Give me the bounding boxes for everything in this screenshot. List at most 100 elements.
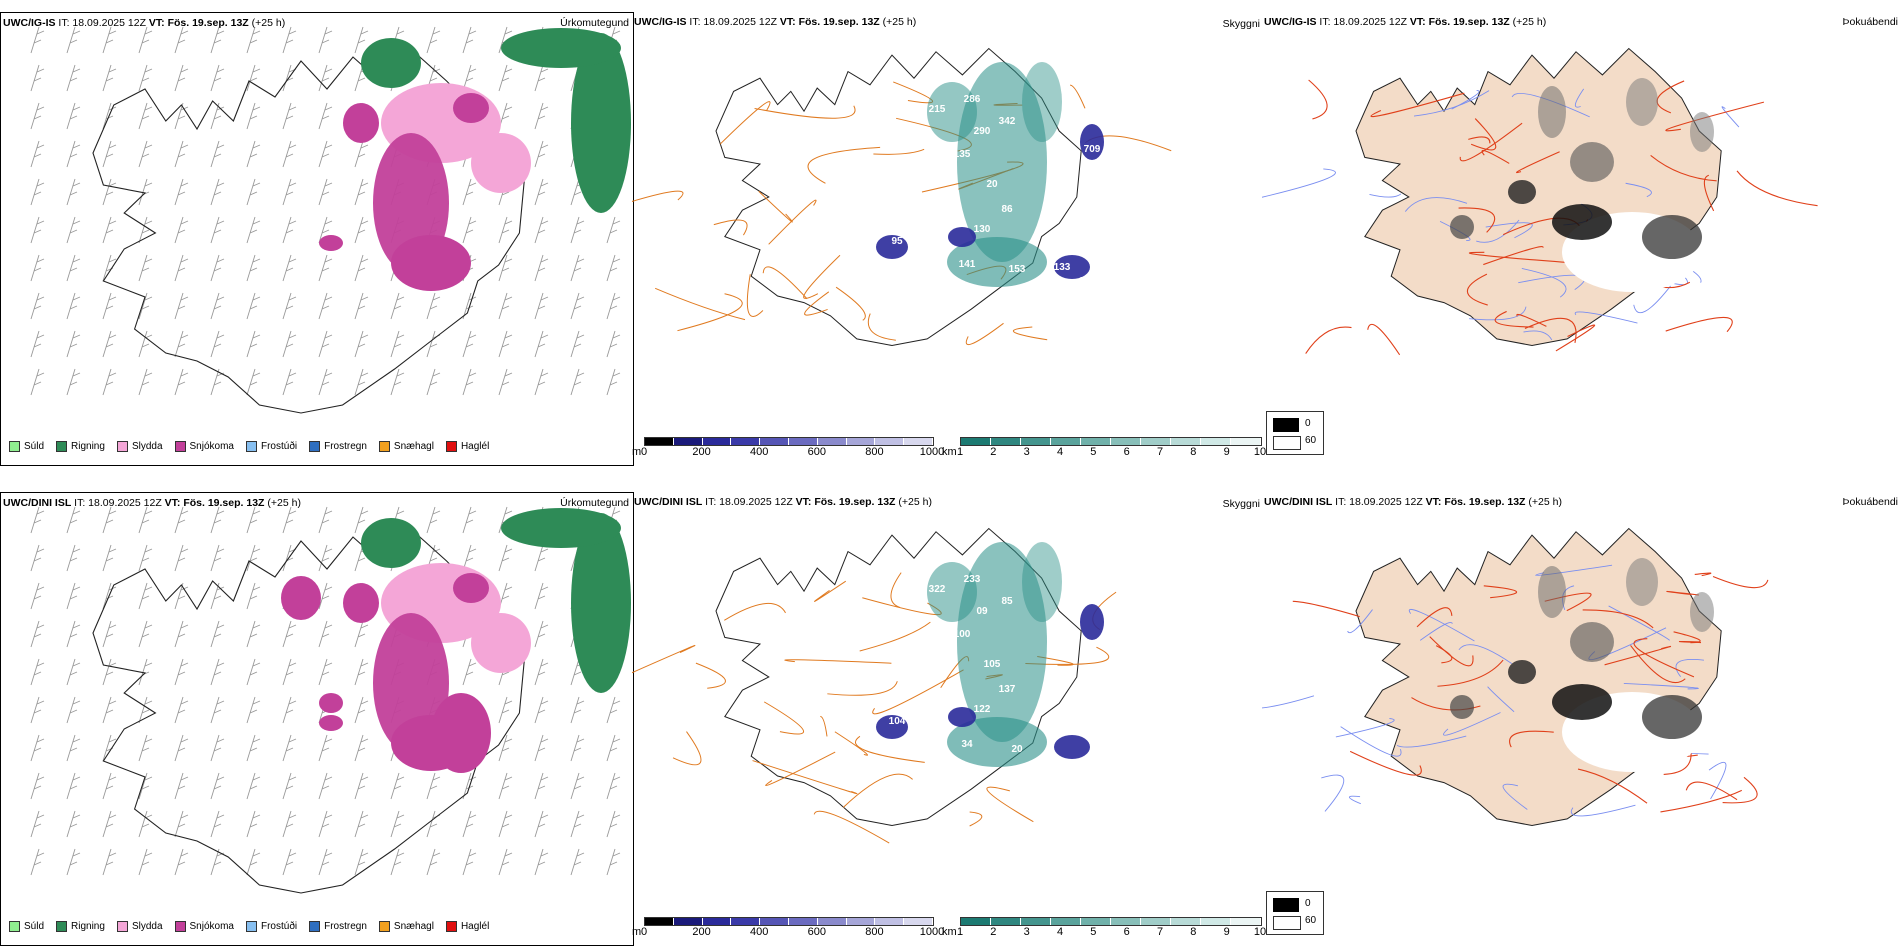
wind-barb [31,697,44,723]
fog-area [1552,204,1612,240]
legend-swatch [446,921,457,932]
rain-area [361,518,421,568]
cloudbase-label: 322 [929,584,946,595]
cloudbase-colorbar: 0 200 400 600 800 1000 m [632,917,936,939]
colorbar-cell [1081,438,1111,445]
wind-barb [535,545,548,571]
wind-barb [283,27,296,53]
wind-barb [31,217,44,243]
colorbar-cell [1021,438,1051,445]
wind-barb [139,849,152,875]
colorbar-tick: 10 [1254,446,1266,458]
colorbar-tick: 10 [1254,926,1266,938]
wind-barb [211,545,224,571]
colorbar-cell [904,438,933,445]
legend-swatch [56,441,67,452]
wind-barb [607,811,620,837]
road-line [1309,80,1327,119]
colorbar-cell [818,438,847,445]
cloudbase-label: 122 [974,704,991,715]
row1-fog-panel: UWC/IG-IS IT: 18.09.2025 12Z VT: Fös. 19… [1262,12,1900,464]
wind-barb [67,217,80,243]
cloudbase-label: 104 [889,716,906,727]
wind-barb [103,849,116,875]
precip-map [1,13,633,465]
legend-swatch [175,921,186,932]
colorbar-tick: 600 [808,926,826,938]
colorbar-cell [1231,918,1261,925]
wind-barb [355,27,368,53]
wind-barb [67,583,80,609]
wind-barb [463,849,476,875]
wind-barb [463,811,476,837]
colorbar-cell [847,438,876,445]
colorbar-tick: 5 [1090,926,1096,938]
low-visibility-area [1022,542,1062,622]
wind-barb [571,293,584,319]
rain-area [361,38,421,88]
row1-precip-panel: UWC/IG-IS IT: 18.09.2025 12Z VT: Fös. 19… [0,12,634,466]
wind-barb [67,255,80,281]
wind-barb [499,65,512,91]
wind-barb [535,217,548,243]
wind-barb [67,811,80,837]
wind-barb [571,735,584,761]
fog-area [1570,142,1614,182]
cloudbase-label: 130 [974,224,991,235]
colorbar-cell [818,918,847,925]
fog-area [1508,660,1536,684]
wind-barb [535,369,548,395]
colorbar-cell [1021,918,1051,925]
legend-label: Súld [24,441,44,452]
cloudbase-label: 14 [926,164,938,175]
colorbar-tick: 800 [865,926,883,938]
wind-barb [391,369,404,395]
wind-barb [607,773,620,799]
colorbar-cell [674,918,703,925]
fog-area [1690,112,1714,152]
wind-barb [67,65,80,91]
visibility-colorbar: 1 2 3 4 5 6 7 8 9 10 km [942,917,1264,939]
legend-label: Slydda [132,441,163,452]
cloudbase-label: 86 [1001,204,1013,215]
wind-barb [31,659,44,685]
cloudbase-label: 290 [974,126,991,137]
legend-swatch [56,921,67,932]
row1-cloud-panel: UWC/IG-IS IT: 18.09.2025 12Z VT: Fös. 19… [632,12,1262,464]
wind-barb [31,545,44,571]
wind-barb [607,331,620,357]
road-line [1660,790,1741,812]
colorbar-cell [1111,438,1141,445]
colorbar-cell [961,438,991,445]
colorbar-cell [991,918,1021,925]
river-line [1262,696,1314,708]
row2-cloud-panel: UWC/DINI ISL IT: 18.09.2025 12Z VT: Fös.… [632,492,1262,944]
wind-barb [535,103,548,129]
colorbar-tick: 6 [1124,446,1130,458]
road-line [966,323,1003,344]
cloudbase-label: 133 [1054,262,1071,273]
cloud-map: 21528634229013514208613095141 153 13315370… [632,12,1262,464]
legend-swatch [246,441,257,452]
legend-label: Snjókoma [190,441,234,452]
colorbar-tick: 8 [1190,926,1196,938]
snow-area [391,235,471,291]
fog-scale-box: 0 60 [1266,891,1324,935]
low-cloud-area [1080,604,1104,640]
road-line [673,732,701,765]
cloudbase-label: 09 [976,606,988,617]
colorbar-cell [1051,918,1081,925]
snow-area [453,93,489,123]
wind-barb [31,255,44,281]
legend-swatch [9,921,20,932]
legend-label: Snæhagl [394,441,434,452]
river-line [1369,194,1400,197]
colorbar-cell [674,438,703,445]
wind-barb [499,849,512,875]
legend-swatch [309,441,320,452]
wind-barb [67,369,80,395]
wind-barb [175,369,188,395]
colorbar-cell [645,918,674,925]
colorbar-cell [904,918,933,925]
wind-barb [175,65,188,91]
